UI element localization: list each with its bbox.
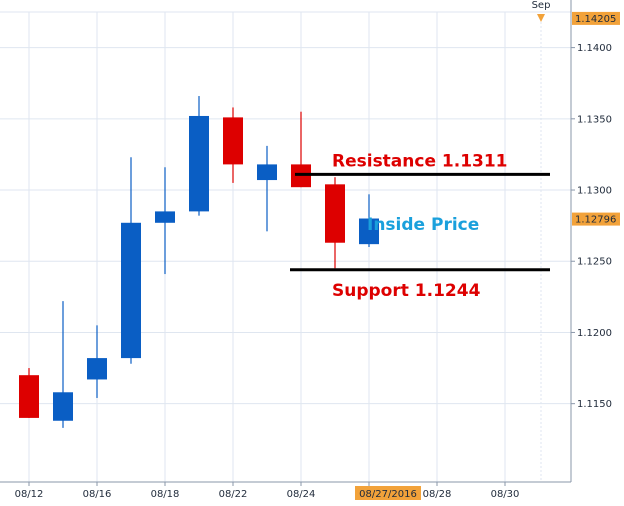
candle [257,145,277,232]
candle-body [53,392,73,421]
price-box-label: 1.14205 [575,14,616,25]
candle-body [359,218,379,245]
resistance-label: Resistance 1.1311 [332,151,508,171]
candle [19,368,39,418]
candle-body [325,184,345,243]
price-box: 1.14205 [572,11,620,25]
y-tick-label: 1.1200 [577,328,612,339]
price-box-label: 1.12796 [575,215,616,226]
month-marker-icon [537,14,545,22]
price-box: 1.12796 [572,212,620,226]
candle-body [19,375,39,418]
support-label: Support 1.1244 [332,281,481,301]
candle-body [155,211,175,223]
candle [53,301,73,428]
candle-body [257,164,277,181]
candle [155,167,175,275]
x-tick-label: 08/24 [287,489,316,500]
price-box-bg [572,212,620,226]
price-box-bg [572,11,620,25]
x-tick-label: 08/18 [151,489,180,500]
candle-body [223,117,243,165]
x-tick-label: 08/28 [423,489,452,500]
y-tick-label: 1.1250 [577,257,612,268]
candle [189,96,209,216]
y-tick-label: 1.1350 [577,114,612,125]
candles [19,96,379,428]
x-tick-label: 08/16 [83,489,112,500]
candle-body [87,358,107,380]
month-marker-label: Sep [532,0,551,11]
y-tick-label: 1.1300 [577,186,612,197]
date-highlight-bg [355,486,421,500]
x-tick-label: 08/12 [15,489,44,500]
y-tick-label: 1.1150 [577,399,612,410]
price-levels: Resistance 1.1311 Support 1.1244 Inside Pr… [290,151,550,301]
candle-body [121,222,141,359]
candle [359,194,379,247]
y-tick-label: 1.1400 [577,43,612,54]
candle [121,157,141,364]
candle-body [189,115,209,212]
date-highlight: 08/27/2016 [355,486,421,500]
inside-price-label: Inside Price [367,215,479,235]
x-tick-label: 08/30 [491,489,520,500]
date-highlight-label: 08/27/2016 [359,489,417,500]
x-tick-label: 08/22 [219,489,248,500]
candle [87,325,107,398]
candle [223,107,243,183]
grid [0,11,571,482]
candle [325,177,345,269]
